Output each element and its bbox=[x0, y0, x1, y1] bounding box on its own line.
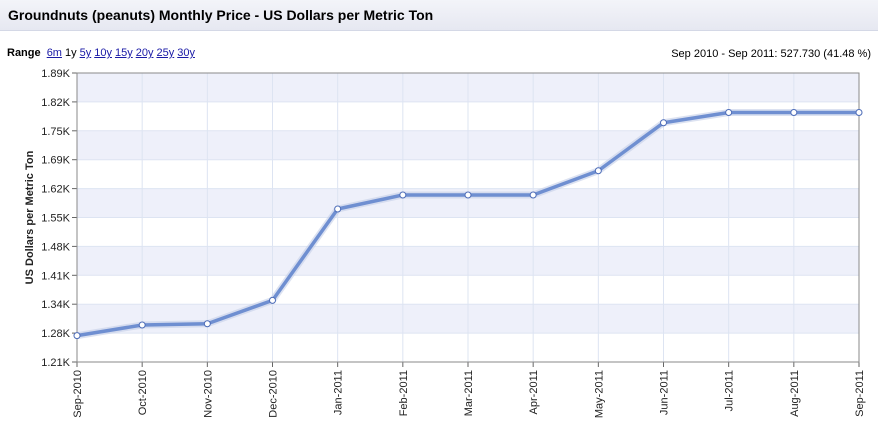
range-option-5y[interactable]: 5y bbox=[79, 47, 92, 59]
range-option-25y[interactable]: 25y bbox=[156, 47, 175, 59]
x-tick-label: Feb-2011 bbox=[398, 370, 410, 416]
data-point bbox=[399, 191, 407, 199]
data-point bbox=[138, 321, 146, 329]
y-tick-label: 1.75K bbox=[41, 126, 70, 138]
range-links: 6m 1y 5y 10y 15y 20y 25y 30y bbox=[47, 47, 198, 59]
x-tick-label: Jul-2011 bbox=[724, 370, 736, 411]
data-point bbox=[660, 119, 667, 127]
y-tick-label: 1.41K bbox=[41, 270, 70, 282]
data-point bbox=[269, 296, 276, 304]
x-tick-label: May-2011 bbox=[593, 370, 605, 418]
range-option-15y[interactable]: 15y bbox=[114, 47, 133, 59]
y-tick-label: 1.34K bbox=[41, 299, 70, 311]
x-tick-label: Apr-2011 bbox=[528, 370, 540, 414]
data-point bbox=[464, 191, 472, 199]
y-tick-label: 1.55K bbox=[41, 213, 70, 225]
y-tick-label: 1.89K bbox=[41, 68, 70, 80]
x-tick-label: Sep-2011 bbox=[854, 370, 866, 417]
data-point bbox=[855, 109, 863, 117]
data-point bbox=[725, 109, 733, 117]
y-tick-label: 1.48K bbox=[41, 241, 70, 253]
data-point bbox=[73, 332, 81, 340]
x-tick-label: Dec-2010 bbox=[268, 370, 280, 418]
x-tick-label: Jan-2011 bbox=[333, 370, 345, 415]
title-bar: Groundnuts (peanuts) Monthly Price - US … bbox=[0, 0, 878, 31]
data-point bbox=[203, 320, 211, 328]
range-option-30y[interactable]: 30y bbox=[177, 47, 195, 59]
x-tick-label: Mar-2011 bbox=[463, 370, 475, 416]
range-option-10y[interactable]: 10y bbox=[94, 47, 112, 59]
x-tick-label: Nov-2010 bbox=[202, 370, 214, 418]
data-point bbox=[790, 109, 798, 117]
plot-border bbox=[76, 72, 860, 363]
range-option-20y[interactable]: 20y bbox=[135, 47, 154, 59]
y-tick-label: 1.28K bbox=[41, 328, 70, 340]
data-point bbox=[334, 205, 342, 213]
x-tick-label: Sep-2010 bbox=[72, 370, 84, 418]
x-tick-label: Jun-2011 bbox=[659, 370, 671, 415]
range-option-6m[interactable]: 6m bbox=[46, 47, 62, 59]
y-tick-label: 1.62K bbox=[41, 184, 70, 196]
range-summary: Sep 2010 - Sep 2011: 527.730 (41.48 %) bbox=[671, 48, 871, 60]
range-option-1y[interactable]: 1y bbox=[64, 47, 77, 59]
y-tick-label: 1.21K bbox=[41, 357, 70, 369]
x-tick-label: Aug-2011 bbox=[789, 370, 801, 417]
range-label: Range bbox=[7, 47, 41, 59]
chart-title: Groundnuts (peanuts) Monthly Price - US … bbox=[8, 7, 434, 23]
x-tick-label: Oct-2010 bbox=[137, 370, 149, 415]
data-point bbox=[594, 167, 602, 175]
y-tick-label: 1.82K bbox=[41, 97, 70, 109]
range-selector: Range 6m 1y 5y 10y 15y 20y 25y 30y bbox=[7, 47, 198, 59]
y-tick-label: 1.69K bbox=[41, 155, 70, 167]
data-point bbox=[529, 191, 537, 199]
y-axis-label: US Dollars per Metric Ton bbox=[24, 150, 36, 284]
